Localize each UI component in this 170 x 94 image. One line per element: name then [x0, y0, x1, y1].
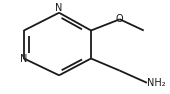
Text: N: N	[20, 53, 28, 64]
Text: O: O	[116, 14, 124, 24]
Text: N: N	[55, 3, 63, 13]
Text: NH₂: NH₂	[147, 78, 166, 88]
